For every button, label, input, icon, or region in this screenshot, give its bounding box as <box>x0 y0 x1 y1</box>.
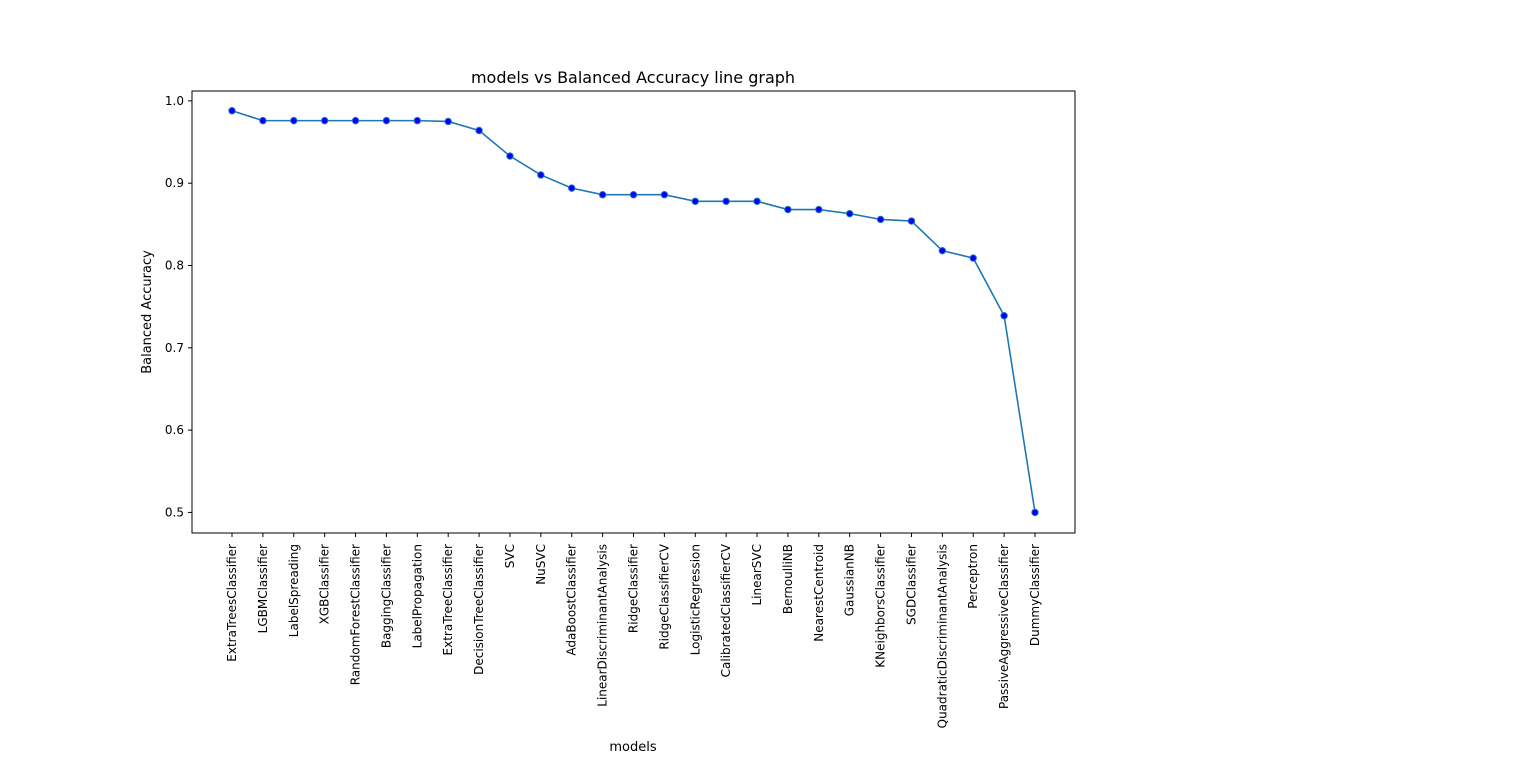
data-point <box>568 184 576 192</box>
x-tick-label: NearestCentroid <box>812 544 826 642</box>
data-point <box>784 205 792 214</box>
x-tick-label: LinearDiscriminantAnalysis <box>596 544 610 707</box>
x-tick-label: ExtraTreesClassifier <box>225 544 239 662</box>
data-point <box>259 116 267 125</box>
data-point <box>598 191 607 199</box>
data-point <box>722 197 730 205</box>
chart-title: models vs Balanced Accuracy line graph <box>471 68 795 87</box>
data-point <box>537 171 545 179</box>
x-tick-label: BaggingClassifier <box>379 544 393 648</box>
data-point <box>660 191 669 199</box>
plot-frame <box>191 90 1076 534</box>
x-tick-label: NuSVC <box>534 544 548 585</box>
data-point <box>1031 508 1039 517</box>
data-point <box>444 117 452 126</box>
x-tick-label: DecisionTreeClassifier <box>472 544 486 675</box>
x-tick-label: QuadraticDiscriminantAnalysis <box>935 544 949 728</box>
y-tick-label: 1.0 <box>165 94 184 108</box>
data-point <box>969 254 977 262</box>
x-tick-label: RidgeClassifierCV <box>657 543 671 649</box>
x-tick-label: DummyClassifier <box>1028 544 1042 646</box>
data-point <box>629 191 638 199</box>
x-tick-label: SVC <box>503 544 517 568</box>
x-tick-label: ExtraTreeClassifier <box>441 544 455 656</box>
data-point <box>691 197 699 205</box>
x-axis: ExtraTreesClassifier LGBMClassifier LabelS… <box>225 533 1042 728</box>
x-tick-label: LabelSpreading <box>287 544 301 637</box>
x-tick-label: SGDClassifier <box>904 544 918 625</box>
y-axis-label: Balanced Accuracy <box>140 250 155 374</box>
x-tick-label: LinearSVC <box>750 544 764 606</box>
data-point <box>382 116 391 125</box>
data-point <box>845 209 854 218</box>
data-point <box>320 116 329 125</box>
data-point <box>815 205 823 214</box>
data-point <box>413 116 422 125</box>
x-tick-label: AdaBoostClassifier <box>565 544 579 656</box>
x-tick-label: RandomForestClassifier <box>349 544 363 685</box>
y-tick-label: 0.8 <box>165 258 184 272</box>
x-tick-label: LabelPropagation <box>410 544 424 648</box>
data-point <box>1000 312 1008 320</box>
data-point <box>938 246 947 255</box>
x-axis-label: models <box>609 740 656 755</box>
y-tick-label: 0.9 <box>165 176 184 190</box>
series-layer <box>228 107 1039 517</box>
data-point <box>228 107 236 115</box>
data-point <box>907 217 916 225</box>
data-point <box>876 215 885 224</box>
data-point <box>351 116 360 125</box>
data-point <box>290 116 298 125</box>
series-line <box>231 109 1036 513</box>
x-tick-label: BernoulliNB <box>781 544 795 614</box>
x-tick-label: PassiveAggressiveClassifier <box>997 544 1011 709</box>
data-point <box>753 197 761 205</box>
x-tick-label: RidgeClassifier <box>627 544 641 633</box>
x-tick-label: XGBClassifier <box>318 544 332 624</box>
data-point <box>475 126 483 135</box>
y-tick-label: 0.6 <box>165 423 184 437</box>
x-tick-label: GaussianNB <box>843 544 857 616</box>
data-point <box>506 152 514 160</box>
x-tick-label: LogisticRegression <box>688 544 702 655</box>
x-tick-label: Perceptron <box>966 544 980 609</box>
x-tick-label: CalibratedClassifierCV <box>719 543 733 677</box>
x-tick-label: KNeighborsClassifier <box>874 544 888 668</box>
y-tick-label: 0.5 <box>165 505 184 519</box>
y-axis: 0.5 0.6 0.7 0.8 0.9 1.0 <box>165 94 192 519</box>
x-tick-label: LGBMClassifier <box>256 544 270 633</box>
y-tick-label: 0.7 <box>165 341 184 355</box>
